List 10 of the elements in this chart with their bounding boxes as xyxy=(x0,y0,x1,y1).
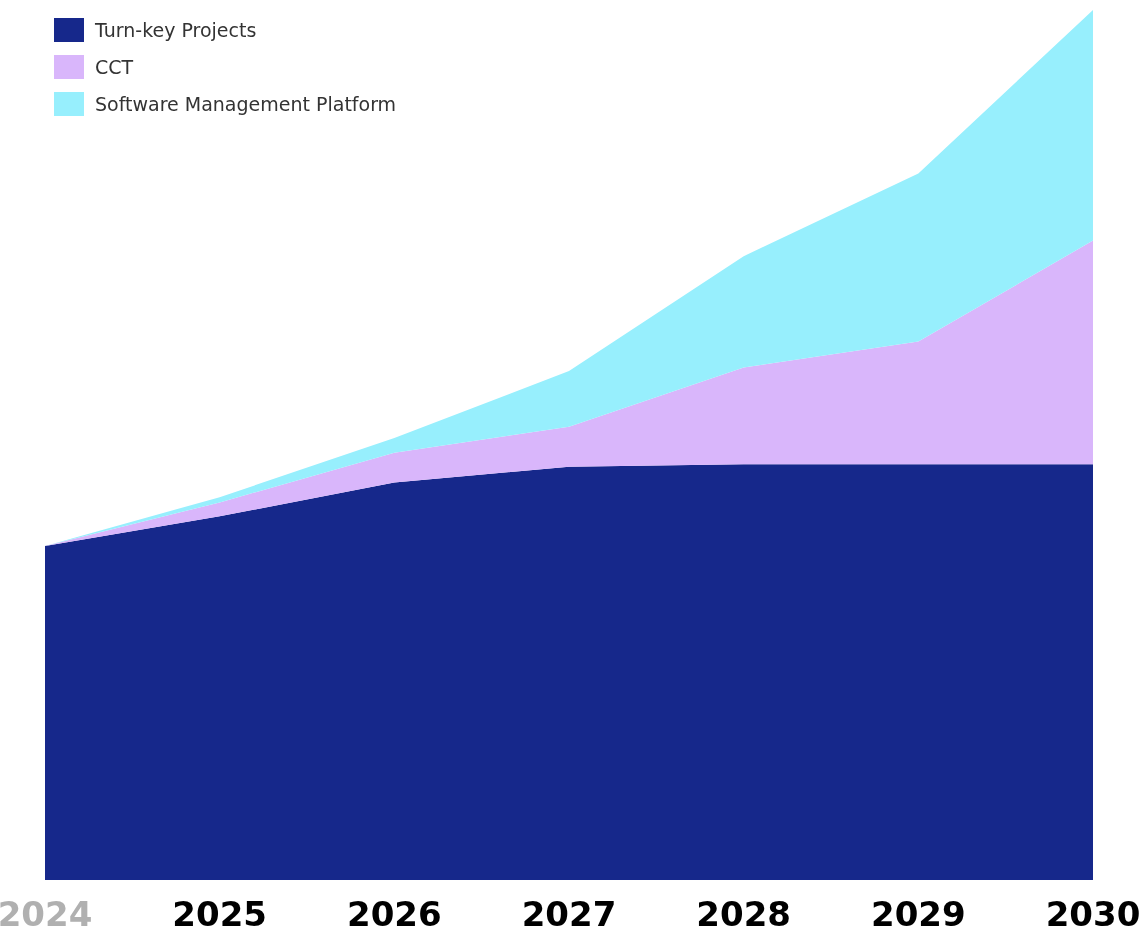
x-tick-label: 2024 xyxy=(0,894,93,930)
x-tick-label: 2028 xyxy=(696,894,791,930)
x-tick-label: 2029 xyxy=(871,894,966,930)
x-tick-label: 2026 xyxy=(347,894,442,930)
legend-label: Turn-key Projects xyxy=(94,19,257,41)
legend-label: Software Management Platform xyxy=(95,93,397,115)
x-tick-label: 2025 xyxy=(172,894,267,930)
x-tick-label: 2027 xyxy=(521,894,617,930)
x-tick-label: 2030 xyxy=(1045,894,1140,930)
legend-label: CCT xyxy=(95,56,134,78)
